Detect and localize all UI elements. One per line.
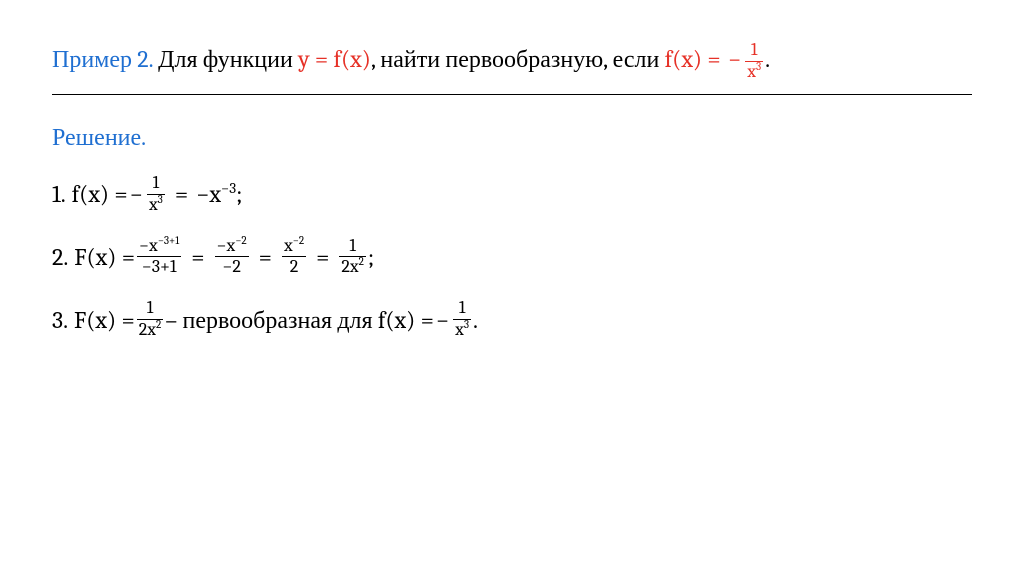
step2-lhs: F(x) = — [74, 238, 135, 276]
step-3: 3. F(x) = 1 2x2 – первообразная для f(x)… — [52, 299, 972, 340]
example-label: Пример 2. — [52, 45, 153, 73]
equals: = — [316, 238, 329, 276]
denominator: x3 — [745, 63, 763, 82]
step3-mid: – первообразная для f(x) = — [165, 301, 434, 339]
numerator: 1 — [145, 299, 156, 318]
step-2: 2. F(x) = −x−3+1 −3+1 = −x−2 −2 = x−2 2 … — [52, 237, 972, 278]
fraction: 1x3 — [745, 41, 763, 82]
title-period: . — [765, 45, 770, 73]
fraction: −x−2 −2 — [215, 237, 249, 278]
numerator: 1 — [749, 41, 760, 60]
denominator: x3 — [147, 196, 165, 215]
fraction: x−2 2 — [282, 237, 306, 278]
step-number: 3. — [52, 301, 68, 339]
function-lhs: y = f(x) — [298, 45, 371, 73]
equals: = — [191, 238, 204, 276]
denominator: 2x2 — [137, 321, 163, 340]
step1-tail: ; — [236, 175, 242, 213]
step3-tail: . — [473, 301, 478, 339]
minus-sign: − — [436, 301, 449, 339]
minus-sign: − — [130, 175, 143, 213]
denominator: −2 — [220, 258, 242, 277]
numerator: x−2 — [282, 237, 306, 256]
denominator: x3 — [453, 321, 471, 340]
step-number: 1. — [52, 175, 66, 213]
problem-statement: Пример 2. Для функции y = f(x), найти пе… — [52, 40, 972, 95]
fraction: 1 x3 — [453, 299, 471, 340]
numerator: −x−3+1 — [137, 237, 181, 256]
numerator: 1 — [151, 174, 162, 193]
step3-lhs: F(x) = — [74, 301, 135, 339]
fraction: 1 2x2 — [339, 237, 365, 278]
fraction: −x−3+1 −3+1 — [137, 237, 181, 278]
denominator: 2 — [288, 258, 301, 277]
numerator: −x−2 — [215, 237, 249, 256]
denominator: −3+1 — [140, 258, 179, 277]
fraction: 1 x3 — [147, 174, 165, 215]
minus-sign: − — [728, 45, 741, 73]
denominator: 2x2 — [339, 258, 365, 277]
solution-heading: Решение. — [52, 123, 972, 152]
equals: = — [259, 238, 272, 276]
title-text-1: Для функции — [153, 45, 298, 73]
equals: = — [175, 175, 188, 213]
title-text-2: , найти первообразную, если — [371, 45, 665, 73]
numerator: 1 — [347, 237, 358, 256]
step-1: 1. f(x) = − 1 x3 = −x−3; — [52, 174, 972, 215]
numerator: 1 — [457, 299, 468, 318]
fraction: 1 2x2 — [137, 299, 163, 340]
step1-rhs: −x−3 — [196, 175, 236, 213]
fx-label: f(x) = — [665, 45, 726, 73]
step-number: 2. — [52, 238, 68, 276]
step2-tail: ; — [368, 238, 374, 276]
fx-expr: f(x) = −1x3 — [665, 45, 765, 73]
step1-lhs: f(x) = — [72, 175, 128, 213]
